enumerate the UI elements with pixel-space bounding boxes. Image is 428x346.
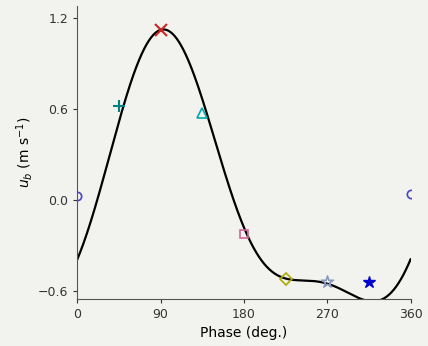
Y-axis label: $u_b$ (m s$^{-1}$): $u_b$ (m s$^{-1}$)	[14, 117, 35, 188]
X-axis label: Phase (deg.): Phase (deg.)	[200, 326, 288, 340]
